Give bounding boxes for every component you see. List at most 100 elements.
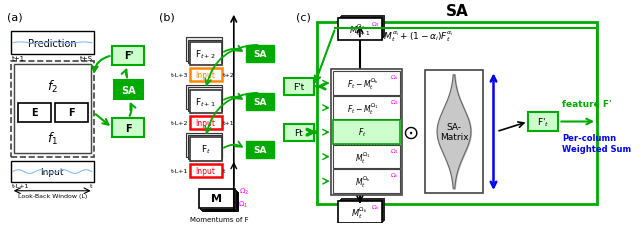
Text: t-L+1: t-L+1 [12, 183, 29, 189]
Text: $\Omega_k$: $\Omega_k$ [390, 73, 399, 82]
Text: $\Omega_1$: $\Omega_1$ [237, 198, 248, 209]
FancyBboxPatch shape [188, 88, 221, 111]
Text: SA: SA [253, 97, 267, 106]
FancyBboxPatch shape [284, 79, 314, 95]
FancyBboxPatch shape [201, 191, 237, 210]
FancyBboxPatch shape [339, 19, 381, 40]
FancyBboxPatch shape [339, 200, 383, 222]
Text: F't: F't [293, 83, 305, 91]
Text: SA: SA [445, 4, 468, 19]
FancyBboxPatch shape [333, 97, 401, 120]
FancyBboxPatch shape [341, 16, 385, 37]
Text: $M_t^{\Omega_1}$: $M_t^{\Omega_1}$ [355, 149, 371, 165]
Text: Momentums of F: Momentums of F [190, 216, 249, 222]
Text: $f_1$: $f_1$ [47, 130, 58, 146]
Text: $\Omega_2$: $\Omega_2$ [239, 186, 250, 196]
Text: t-L+3: t-L+3 [171, 73, 189, 78]
FancyBboxPatch shape [19, 104, 51, 122]
Text: t+1: t+1 [12, 56, 25, 62]
FancyBboxPatch shape [200, 190, 236, 209]
FancyBboxPatch shape [333, 145, 401, 169]
Text: t-L+2: t-L+2 [171, 121, 189, 126]
Text: M: M [211, 193, 222, 203]
FancyBboxPatch shape [11, 161, 93, 182]
FancyBboxPatch shape [199, 189, 235, 208]
FancyBboxPatch shape [341, 198, 385, 220]
FancyBboxPatch shape [333, 170, 401, 193]
FancyBboxPatch shape [186, 86, 221, 109]
FancyBboxPatch shape [186, 134, 221, 157]
Text: E: E [31, 108, 38, 118]
FancyBboxPatch shape [202, 192, 237, 211]
Text: F$_{t+2}$: F$_{t+2}$ [195, 48, 216, 60]
Text: t+1: t+1 [223, 121, 234, 126]
Text: Per-column
Weighted Sum: Per-column Weighted Sum [562, 134, 631, 153]
FancyBboxPatch shape [113, 47, 145, 66]
Text: feature F': feature F' [562, 99, 612, 108]
FancyBboxPatch shape [189, 117, 221, 129]
Text: $M_{t+1}^{\Omega_1}$: $M_{t+1}^{\Omega_1}$ [349, 22, 371, 38]
Text: $F_t - M_t^{\Omega_k}$: $F_t - M_t^{\Omega_k}$ [347, 76, 379, 92]
Text: $F_t - M_t^{\Omega_1}$: $F_t - M_t^{\Omega_1}$ [347, 100, 378, 116]
FancyBboxPatch shape [11, 61, 93, 157]
FancyBboxPatch shape [11, 32, 93, 55]
Text: Prediction: Prediction [28, 38, 77, 48]
Text: F': F' [124, 51, 133, 61]
Text: F$_t$: F$_t$ [200, 143, 211, 156]
Text: $\Omega_k$: $\Omega_k$ [390, 171, 399, 180]
FancyBboxPatch shape [246, 141, 275, 158]
Text: (c): (c) [296, 13, 311, 23]
Text: $\Omega_1$: $\Omega_1$ [371, 20, 381, 29]
Text: $\Omega_1$: $\Omega_1$ [390, 98, 399, 106]
FancyBboxPatch shape [55, 104, 88, 122]
Text: SA: SA [121, 85, 136, 95]
Text: Input: Input [40, 167, 64, 176]
FancyBboxPatch shape [186, 38, 221, 61]
Text: t-L+1: t-L+1 [172, 168, 189, 173]
FancyBboxPatch shape [284, 124, 314, 141]
FancyBboxPatch shape [189, 164, 221, 177]
Text: t: t [90, 183, 93, 189]
Text: (b): (b) [159, 13, 175, 23]
Text: SA: SA [253, 145, 267, 154]
Text: t+S: t+S [79, 56, 93, 62]
FancyBboxPatch shape [333, 121, 401, 144]
FancyBboxPatch shape [528, 112, 559, 132]
FancyBboxPatch shape [189, 43, 221, 66]
Text: $\Omega_1$: $\Omega_1$ [390, 146, 399, 155]
FancyBboxPatch shape [189, 90, 221, 113]
Text: Input: Input [196, 71, 216, 80]
Text: t: t [223, 168, 225, 173]
FancyBboxPatch shape [331, 70, 402, 195]
Text: $M_t^{\Omega_k}$: $M_t^{\Omega_k}$ [351, 204, 369, 220]
FancyBboxPatch shape [425, 71, 483, 193]
Text: F: F [68, 108, 75, 118]
FancyBboxPatch shape [189, 138, 221, 161]
Text: $f_2$: $f_2$ [47, 79, 58, 95]
Text: SA-
Matrix: SA- Matrix [440, 122, 468, 142]
Text: $M_t^{\Omega_k}$: $M_t^{\Omega_k}$ [355, 173, 371, 189]
Text: SA: SA [253, 50, 267, 58]
FancyBboxPatch shape [317, 23, 597, 204]
Text: ⊙: ⊙ [403, 123, 419, 142]
FancyBboxPatch shape [13, 65, 91, 154]
FancyBboxPatch shape [339, 18, 383, 39]
Text: Ft: Ft [294, 128, 303, 137]
Text: Input: Input [196, 119, 216, 128]
FancyBboxPatch shape [188, 136, 221, 159]
FancyBboxPatch shape [113, 119, 145, 138]
FancyBboxPatch shape [246, 46, 275, 63]
Text: F: F [125, 123, 132, 133]
Text: Input: Input [196, 166, 216, 175]
FancyBboxPatch shape [333, 72, 401, 95]
Text: $\alpha_i M_t^{\alpha_i} + (1 - \alpha_i) F_t^{\alpha_i}$: $\alpha_i M_t^{\alpha_i} + (1 - \alpha_i… [376, 29, 454, 43]
Text: F'$_t$: F'$_t$ [537, 116, 550, 128]
FancyBboxPatch shape [246, 93, 275, 110]
FancyBboxPatch shape [115, 81, 143, 100]
FancyBboxPatch shape [340, 199, 383, 220]
Text: $\Omega_k$: $\Omega_k$ [371, 202, 381, 211]
Text: (a): (a) [7, 13, 22, 23]
FancyBboxPatch shape [189, 69, 221, 82]
Text: t+2: t+2 [223, 73, 234, 78]
FancyBboxPatch shape [339, 202, 381, 223]
